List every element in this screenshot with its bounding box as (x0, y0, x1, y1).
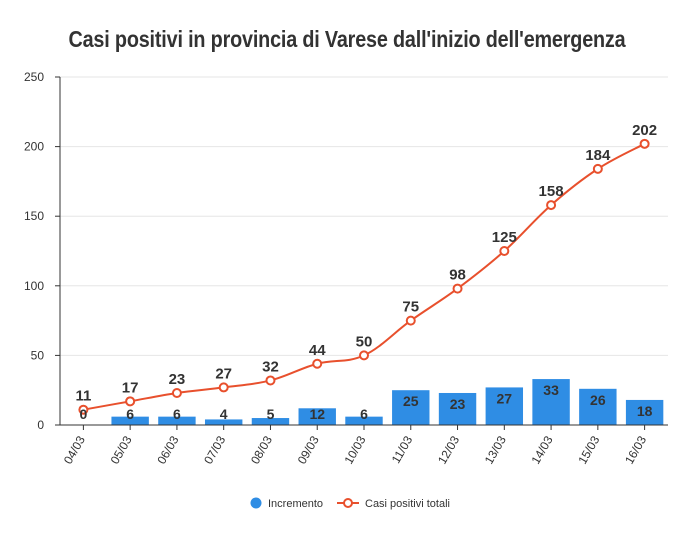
bar (485, 387, 524, 425)
line-value-label: 75 (402, 299, 419, 316)
y-tick-label: 50 (31, 348, 45, 362)
line-point (312, 358, 323, 369)
bar-value-label: 12 (309, 406, 325, 422)
line-point (499, 246, 510, 256)
legend-marker-incremento (250, 497, 262, 509)
legend-label-incremento: Incremento (268, 498, 323, 510)
line-point (359, 350, 369, 361)
x-tick-label: 04/03 (61, 433, 88, 466)
line-value-label: 158 (539, 183, 564, 200)
legend: Incremento Casi positivi totali (250, 497, 450, 510)
x-tick-label: 08/03 (248, 433, 275, 466)
bar-value-label: 4 (220, 406, 228, 422)
x-tick-label: 09/03 (295, 433, 322, 466)
line-value-label: 202 (632, 122, 657, 139)
x-tick-label: 16/03 (622, 433, 649, 466)
bar-value-label: 6 (360, 406, 368, 422)
x-tick-label: 13/03 (482, 433, 509, 466)
x-tick-label: 05/03 (108, 433, 135, 466)
line-value-label: 17 (122, 379, 139, 396)
x-tick-label: 06/03 (154, 433, 181, 466)
line-point (218, 382, 229, 393)
line-point (265, 375, 276, 386)
grid (60, 76, 668, 356)
line-point (452, 283, 463, 294)
line-series (78, 138, 650, 415)
bar-value-label: 5 (267, 406, 275, 422)
data-labels: 0 6 6 4 5 12 6 25 23 27 33 26 18 11 17 23 27 32 44 50 75 98 12… (75, 122, 657, 422)
line-value-label: 50 (356, 333, 373, 350)
line-value-label: 32 (262, 358, 279, 375)
bar (345, 416, 383, 425)
line-value-label: 11 (75, 388, 91, 405)
bar-value-label: 23 (450, 396, 466, 412)
bars (111, 379, 664, 425)
legend-marker-casi (343, 498, 353, 508)
line-value-label: 44 (309, 342, 326, 359)
bar (251, 418, 290, 425)
bar-value-label: 6 (173, 406, 181, 422)
bar-value-label: 0 (79, 406, 87, 422)
x-tick-label: 12/03 (435, 433, 462, 466)
bar (158, 416, 196, 425)
line-value-label: 23 (169, 371, 186, 388)
line-point (639, 138, 650, 149)
x-tick-label: 10/03 (341, 433, 368, 466)
y-tick-label: 0 (37, 418, 44, 432)
chart-title: Casi positivi in provincia di Varese dal… (68, 26, 626, 52)
bar (111, 416, 149, 425)
legend-label-casi: Casi positivi totali (365, 498, 450, 510)
bar (532, 379, 570, 425)
y-tick-label: 150 (24, 209, 44, 223)
line-value-label: 184 (585, 147, 611, 164)
bar-value-label: 6 (126, 406, 134, 422)
line-point (171, 387, 182, 398)
x-tick-label: 11/03 (389, 433, 416, 466)
bar-value-label: 25 (403, 393, 419, 409)
y-tick-label: 100 (24, 279, 44, 293)
bar-value-label: 26 (590, 392, 606, 408)
line-point (546, 200, 557, 211)
y-tick-label: 250 (24, 70, 44, 84)
bar (204, 419, 243, 425)
bar (298, 408, 336, 425)
bar-value-label: 18 (637, 403, 653, 419)
y-tick-label: 200 (24, 140, 44, 154)
bar-value-label: 27 (497, 390, 513, 406)
line-point (405, 315, 416, 326)
bar (438, 392, 477, 425)
x-tick-label: 14/03 (529, 433, 556, 466)
bar (579, 388, 617, 425)
line-point (125, 396, 136, 407)
bar (625, 399, 664, 425)
line-point (592, 163, 603, 174)
line-point (78, 404, 89, 415)
x-tick-label: 15/03 (575, 433, 602, 466)
bar-value-label: 33 (543, 382, 559, 398)
line-value-label: 27 (215, 365, 232, 382)
bar (392, 390, 430, 425)
x-tick-label: 07/03 (201, 433, 228, 466)
line-value-label: 125 (492, 229, 517, 246)
line-value-label: 98 (449, 267, 466, 284)
